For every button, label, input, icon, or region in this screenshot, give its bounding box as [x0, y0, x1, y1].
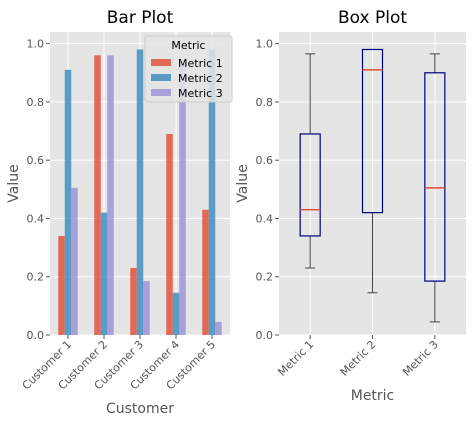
bar-plot-legend: Metric Metric 1 Metric 2 Metric 3 [144, 35, 233, 103]
bar [143, 281, 150, 335]
box-group [424, 53, 446, 323]
bar [58, 235, 65, 335]
y-tick-label: 0.8 [256, 96, 274, 109]
bar [100, 212, 108, 335]
bar-plot-title: Bar Plot [107, 8, 174, 28]
legend-label: Metric 1 [178, 57, 223, 70]
y-tick-label: 0.2 [256, 271, 274, 284]
y-tick-label: 0.6 [27, 154, 45, 167]
y-tick-label: 0.6 [256, 154, 274, 167]
box-group [299, 53, 321, 269]
bar [71, 187, 78, 335]
legend-frame [144, 35, 233, 103]
box-plot-x-axis-label: Metric [351, 388, 395, 404]
bar-plot-x-axis-label: Customer [106, 401, 174, 417]
bar-plot-y-axis-label: Value [6, 164, 22, 202]
bar [202, 209, 209, 335]
bar [94, 55, 101, 336]
y-tick-label: 0.8 [27, 96, 45, 109]
legend-swatch [151, 74, 171, 81]
iqr-box [299, 133, 321, 237]
y-tick-label: 0.4 [27, 212, 45, 225]
box-plot-y-ticks: 0.0 0.2 0.4 0.6 0.8 1.0 [256, 38, 279, 342]
iqr-box [361, 48, 384, 214]
y-tick-label: 1.0 [256, 38, 274, 51]
legend-label: Metric 2 [178, 72, 223, 85]
bar [172, 292, 180, 335]
bar [107, 55, 114, 336]
bar [208, 49, 216, 335]
bar [215, 321, 222, 335]
bar-plot-y-ticks: 0.0 0.2 0.4 0.6 0.8 1.0 [27, 38, 50, 342]
y-tick-label: 0.4 [256, 212, 274, 225]
box-plot-title: Box Plot [338, 8, 407, 28]
box-plot-x-ticks: Metric 1 Metric 2 Metric 3 [275, 335, 441, 379]
legend-entries: Metric 1 Metric 2 Metric 3 [151, 57, 223, 100]
legend-label: Metric 3 [178, 87, 223, 100]
box-plot-boxes [299, 48, 446, 323]
legend-swatch [151, 89, 171, 96]
x-tick-label: Metric 3 [400, 338, 441, 379]
y-tick-label: 0.0 [256, 329, 274, 342]
bar [136, 49, 144, 335]
y-tick-label: 1.0 [27, 38, 45, 51]
box-plot-panel: 0.00.20.40.60.81.0 Metric 1 Metric 2 Metri… [235, 8, 466, 404]
legend-title: Metric [171, 39, 205, 52]
x-tick-label: Metric 2 [338, 338, 379, 379]
bar [64, 69, 72, 335]
box-group [361, 48, 384, 294]
bar [166, 133, 173, 335]
bar-plot-bars [58, 49, 222, 336]
iqr-box [424, 72, 446, 282]
y-tick-label: 0.2 [27, 271, 45, 284]
box-plot-y-axis-label: Value [235, 164, 251, 202]
x-tick-label: Metric 1 [275, 338, 316, 379]
y-tick-label: 0.0 [27, 329, 45, 342]
legend-swatch [151, 59, 171, 66]
bar [130, 267, 137, 335]
bar [179, 61, 186, 336]
